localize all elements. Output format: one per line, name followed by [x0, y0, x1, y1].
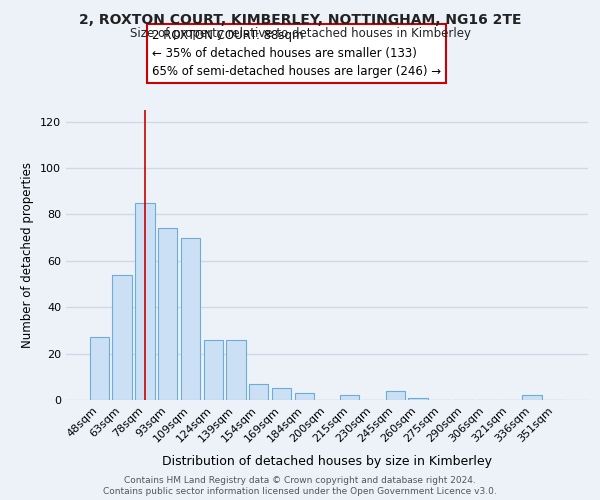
- Bar: [226, 340, 245, 400]
- Bar: [386, 390, 405, 400]
- Bar: [409, 398, 428, 400]
- Bar: [181, 238, 200, 400]
- Text: 2, ROXTON COURT, KIMBERLEY, NOTTINGHAM, NG16 2TE: 2, ROXTON COURT, KIMBERLEY, NOTTINGHAM, …: [79, 12, 521, 26]
- Bar: [203, 340, 223, 400]
- X-axis label: Distribution of detached houses by size in Kimberley: Distribution of detached houses by size …: [162, 455, 492, 468]
- Bar: [112, 274, 132, 400]
- Text: 2 ROXTON COURT: 88sqm
← 35% of detached houses are smaller (133)
65% of semi-det: 2 ROXTON COURT: 88sqm ← 35% of detached …: [152, 29, 441, 78]
- Bar: [295, 393, 314, 400]
- Bar: [340, 396, 359, 400]
- Y-axis label: Number of detached properties: Number of detached properties: [22, 162, 34, 348]
- Text: Size of property relative to detached houses in Kimberley: Size of property relative to detached ho…: [130, 28, 470, 40]
- Text: Contains public sector information licensed under the Open Government Licence v3: Contains public sector information licen…: [103, 488, 497, 496]
- Bar: [272, 388, 291, 400]
- Bar: [158, 228, 178, 400]
- Text: Contains HM Land Registry data © Crown copyright and database right 2024.: Contains HM Land Registry data © Crown c…: [124, 476, 476, 485]
- Bar: [90, 338, 109, 400]
- Bar: [135, 203, 155, 400]
- Bar: [522, 396, 542, 400]
- Bar: [249, 384, 268, 400]
